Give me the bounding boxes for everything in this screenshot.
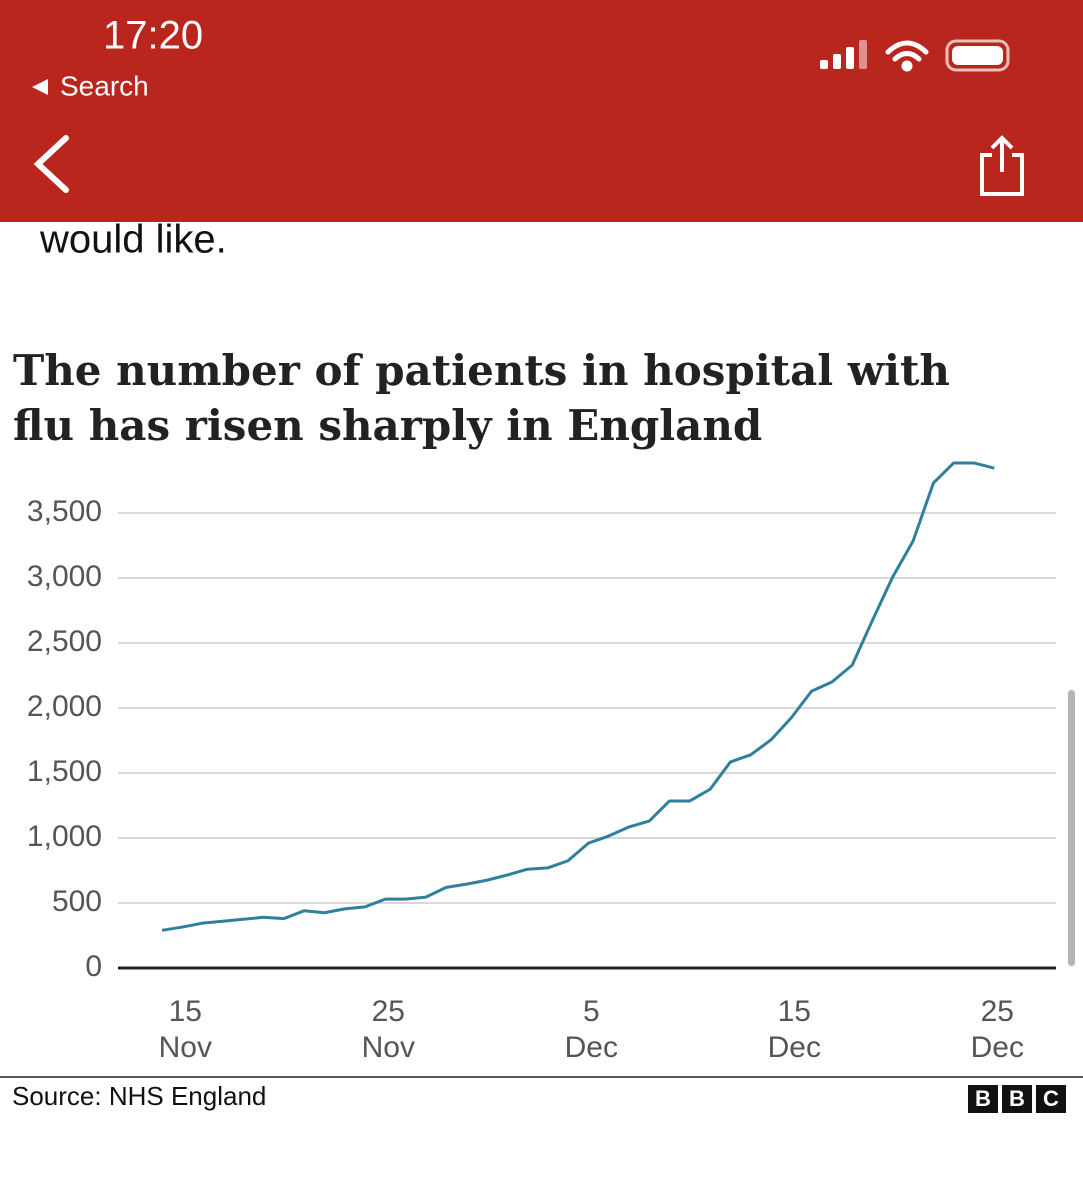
signal-icon — [820, 40, 867, 69]
chart-title: The number of patients in hospital with … — [13, 346, 950, 450]
y-tick-label: 2,500 — [27, 625, 102, 658]
back-app-arrow[interactable] — [32, 79, 48, 95]
logo-letter: B — [1009, 1086, 1025, 1111]
y-tick-label: 3,500 — [27, 495, 102, 528]
logo-letter: B — [975, 1086, 991, 1111]
x-tick-label: 25 Dec — [970, 995, 1024, 1064]
y-tick-label: 2,000 — [27, 690, 102, 723]
wifi-icon — [885, 40, 929, 72]
y-tick-label: 3,000 — [27, 560, 102, 593]
x-tick-label: 15 Nov — [158, 995, 212, 1064]
logo-box — [1036, 1085, 1066, 1113]
back-button[interactable] — [33, 135, 69, 193]
series-line — [161, 461, 995, 932]
share-button[interactable] — [980, 135, 1024, 196]
logo-box — [968, 1085, 998, 1113]
x-tick-label: 25 Nov — [361, 995, 415, 1064]
back-app-label[interactable]: Search — [60, 70, 149, 101]
logo-letter: C — [1043, 1086, 1059, 1111]
x-tick-label: 5 Dec — [564, 995, 618, 1064]
battery-icon — [945, 39, 1010, 72]
status-time: 17:20 — [103, 14, 203, 58]
article-text: would like. — [39, 218, 227, 262]
y-tick-label: 500 — [52, 885, 102, 918]
header-bar — [0, 0, 1083, 222]
logo-box — [1002, 1085, 1032, 1113]
battery-level — [952, 46, 1003, 65]
y-tick-label: 1,000 — [27, 820, 102, 853]
y-tick-label: 1,500 — [27, 755, 102, 788]
scrollbar — [1068, 690, 1075, 966]
x-tick-label: 15 Dec — [767, 995, 821, 1064]
source: Source: NHS England — [12, 1081, 266, 1111]
y-tick-label: 0 — [85, 950, 102, 983]
